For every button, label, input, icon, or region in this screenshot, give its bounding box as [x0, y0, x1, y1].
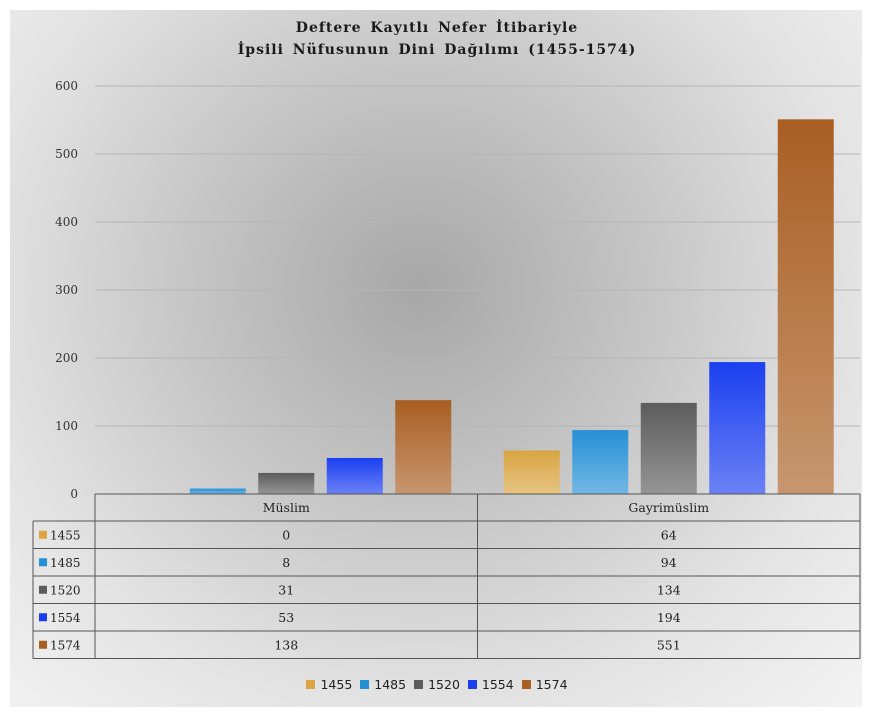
table-value: 138 [274, 637, 298, 652]
table-value: 64 [661, 527, 677, 542]
legend-item: 1554 [467, 677, 514, 692]
y-tick-label: 0 [70, 487, 78, 501]
legend-label: 1554 [481, 677, 514, 692]
bar [709, 362, 766, 494]
legend-swatch [414, 680, 424, 689]
legend: 1455 1485 1520 1554 1574 [0, 677, 874, 692]
chart-subtitle: İpsili Nüfusunun Dini Dağılımı (1455-157… [237, 42, 637, 58]
table-value: 94 [661, 555, 677, 570]
table-series-label: 1455 [50, 528, 81, 542]
legend-label: 1455 [320, 677, 353, 692]
table-series-swatch [39, 585, 47, 594]
table-series-label: 1574 [50, 638, 81, 652]
legend-swatch [467, 680, 477, 689]
y-tick-label: 100 [55, 419, 78, 433]
bar [777, 119, 834, 494]
legend-item: 1574 [521, 677, 568, 692]
y-tick-label: 400 [55, 215, 78, 229]
legend-label: 1574 [535, 677, 568, 692]
bar [189, 488, 246, 494]
category-label: Gayrimüslim [628, 500, 709, 515]
legend-swatch [521, 680, 531, 689]
legend-swatch [306, 680, 316, 689]
table-value: 8 [282, 555, 290, 570]
table-value: 31 [278, 582, 294, 597]
bar [640, 402, 697, 494]
bar [326, 457, 383, 494]
legend-label: 1485 [374, 677, 407, 692]
legend-label: 1520 [428, 677, 460, 692]
bar [395, 400, 452, 494]
bar [572, 430, 629, 494]
table-series-swatch [39, 558, 47, 567]
table-series-label: 1520 [50, 583, 81, 597]
table-series-swatch [39, 640, 47, 649]
table-series-label: 1554 [50, 611, 81, 625]
data-table: Müslim Gayrimüslim 1455 0 64 1485 8 94 1520 31 134… [32, 493, 861, 659]
legend-item: 1520 [414, 677, 460, 692]
table-series-label: 1485 [50, 556, 81, 570]
legend-swatch [360, 680, 370, 689]
table-series-swatch [39, 613, 47, 622]
table-value: 551 [657, 637, 681, 652]
table-value: 53 [278, 610, 294, 625]
table-value: 0 [282, 527, 290, 542]
table-value: 194 [657, 610, 681, 625]
y-tick-label: 200 [55, 351, 78, 365]
y-tick-label: 300 [55, 283, 78, 297]
legend-item: 1485 [360, 677, 406, 692]
bar [258, 472, 315, 494]
category-label: Müslim [263, 500, 310, 515]
y-tick-label: 600 [55, 79, 78, 93]
chart-title: Deftere Kayıtlı Nefer İtibariyle [295, 20, 579, 36]
y-tick-label: 500 [55, 147, 78, 161]
table-value: 134 [657, 582, 681, 597]
bar [503, 450, 560, 494]
legend-item: 1455 [306, 677, 352, 692]
table-series-swatch [39, 530, 47, 539]
